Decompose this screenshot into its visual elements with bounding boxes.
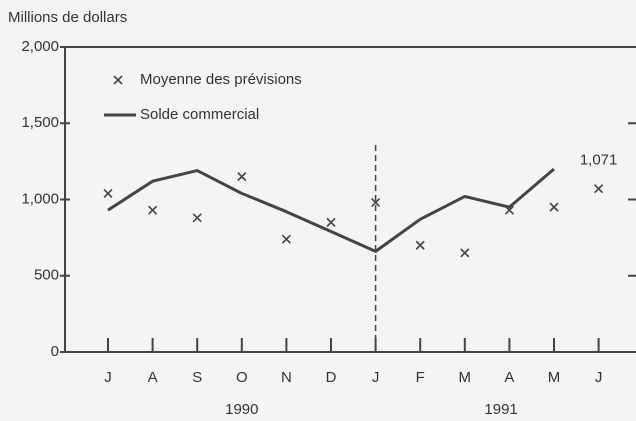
x-tick-label: M xyxy=(548,369,561,386)
marker xyxy=(549,202,559,212)
year-label: 1991 xyxy=(484,401,517,418)
x-tick-label: N xyxy=(281,369,292,386)
line xyxy=(107,167,555,253)
x-tick-label: A xyxy=(148,369,158,386)
y-tick-label: 1,500 xyxy=(21,114,59,131)
x-tick-label: A xyxy=(504,369,514,386)
marker xyxy=(281,234,291,244)
x-tick-label: O xyxy=(236,369,248,386)
legend-label: Moyenne des prévisions xyxy=(140,71,302,88)
y-tick-label: 500 xyxy=(34,267,59,284)
x-tick-label: J xyxy=(595,369,603,386)
marker xyxy=(594,184,604,194)
y-tick-label: 1,000 xyxy=(21,190,59,207)
marker xyxy=(326,217,336,227)
legend-label: Solde commercial xyxy=(140,106,259,123)
y-axis-label: Millions de dollars xyxy=(8,9,127,26)
x-tick-label: J xyxy=(372,369,380,386)
x-tick-label: M xyxy=(459,369,472,386)
data-label: 1,071 xyxy=(580,152,618,169)
y-tick-label: 2,000 xyxy=(21,38,59,55)
marker xyxy=(113,75,123,85)
marker xyxy=(103,188,113,198)
marker xyxy=(237,172,247,182)
y-tick-label: 0 xyxy=(51,343,59,360)
marker xyxy=(460,248,470,258)
marker xyxy=(148,205,158,215)
x-tick-label: J xyxy=(104,369,112,386)
year-label: 1990 xyxy=(225,401,258,418)
marker xyxy=(371,197,381,208)
x-tick-label: F xyxy=(416,369,425,386)
x-tick-label: D xyxy=(326,369,337,386)
marker xyxy=(192,213,202,223)
x-tick-label: S xyxy=(192,369,202,386)
marker xyxy=(415,240,425,250)
